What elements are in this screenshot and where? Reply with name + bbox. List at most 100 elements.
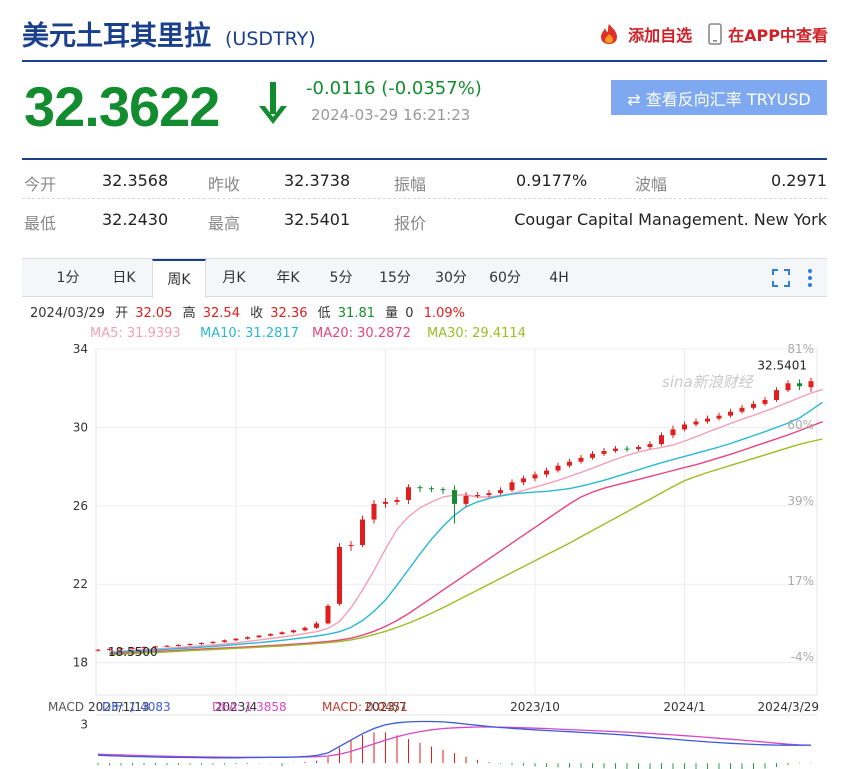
candle-body <box>808 381 814 388</box>
ma10-line <box>109 401 823 654</box>
candle <box>532 471 538 482</box>
candle <box>716 412 722 421</box>
tab-5min[interactable]: 5分 <box>329 270 353 286</box>
tab-1min[interactable]: 1分 <box>56 270 80 286</box>
kline-chart[interactable]: 2024/03/29 开 32.05 高 32.54 收 32.36 低 31.… <box>22 297 827 769</box>
candle <box>256 634 262 638</box>
candle-body <box>153 646 158 648</box>
close-tag: 收 <box>250 306 263 321</box>
tab-4h[interactable]: 4H <box>549 270 569 286</box>
symbol-code: (USDTRY) <box>225 28 316 50</box>
ma20-line <box>109 421 823 655</box>
amplitude-label: 振幅 <box>394 175 427 194</box>
candle <box>302 626 308 632</box>
candle-body <box>256 635 262 638</box>
tab-yearly[interactable]: 年K <box>276 270 300 286</box>
candle <box>555 462 561 473</box>
candle <box>348 541 354 551</box>
axis-labels: 34 30 26 22 18 81% 60% 39% 17% -4% 2023/1/13 2023/4… <box>73 342 819 714</box>
candle-body <box>682 424 687 430</box>
candle <box>210 641 216 644</box>
ohlc-pct: 1.09% <box>424 306 465 321</box>
open-tag: 开 <box>115 306 128 321</box>
candle <box>107 648 112 651</box>
ohlc-low: 31.81 <box>338 306 375 321</box>
tab-15min[interactable]: 15分 <box>379 270 411 286</box>
x-tick-label: 2023/7 <box>364 700 406 714</box>
macd-legend-item: MACD: 0.0451 <box>322 700 408 714</box>
candle <box>739 404 745 414</box>
macd-legend-item: DIF: 1.4083 <box>102 700 171 714</box>
candle-body <box>601 450 607 454</box>
ma-legend: MA5: 31.9393 MA10: 31.2817 MA20: 30.2872… <box>90 326 526 341</box>
candle <box>141 646 147 649</box>
candle-body <box>567 461 572 466</box>
candle <box>417 485 423 493</box>
wave-label: 波幅 <box>635 175 668 194</box>
ohlc-info: 2024/03/29 开 32.05 高 32.54 收 32.36 低 31.… <box>30 305 465 321</box>
candle-body <box>417 487 423 489</box>
candle <box>728 408 733 418</box>
candle <box>693 418 699 427</box>
candle-body <box>291 630 296 633</box>
candle <box>233 637 239 642</box>
stats-row: 今开 32.3568 昨收 32.3738 振幅 0.9177% 波幅 0.29… <box>22 160 827 199</box>
flame-icon <box>601 24 618 44</box>
candle-body <box>107 648 112 650</box>
candle-body <box>486 493 492 496</box>
low-label: 最低 <box>24 214 57 233</box>
candle <box>751 400 756 410</box>
tab-60min[interactable]: 60分 <box>489 270 521 286</box>
add-watchlist-label: 添加自选 <box>628 26 693 45</box>
candle <box>164 645 170 647</box>
reverse-rate-button[interactable]: ⇄ 查看反向汇率 TRYUSD <box>611 80 827 115</box>
candle-body <box>164 645 170 647</box>
high-annotation: 32.5401 <box>757 359 807 373</box>
ohlc-date: 2024/03/29 <box>30 306 105 321</box>
candle <box>371 499 377 524</box>
low-annotation: 18.5500 <box>108 645 158 659</box>
tab-weekly[interactable]: 周K <box>152 259 206 298</box>
candle <box>187 643 193 646</box>
candle <box>440 487 446 495</box>
candle-body <box>613 448 618 451</box>
quote-source-value: Cougar Capital Management. New York <box>514 210 827 229</box>
chart-grid <box>95 348 818 696</box>
view-in-app-button[interactable]: 在APP中查看 <box>708 22 828 46</box>
candle <box>509 479 515 493</box>
candle <box>670 425 676 439</box>
ma20-legend: MA20: 30.2872 <box>312 326 411 341</box>
candle <box>613 446 618 453</box>
candle-body <box>463 496 469 504</box>
candle-body <box>279 632 285 635</box>
y-tick-label: 18 <box>73 656 88 670</box>
candle-body <box>636 447 641 449</box>
candle <box>624 446 630 452</box>
y-tick-label: 34 <box>73 342 88 356</box>
candle-body <box>360 519 365 546</box>
candle <box>486 490 492 498</box>
tab-daily[interactable]: 日K <box>112 270 136 286</box>
fullscreen-icon[interactable] <box>771 268 791 288</box>
tab-30min[interactable]: 30分 <box>435 270 467 286</box>
candle <box>222 639 227 643</box>
add-watchlist-button[interactable]: 添加自选 <box>596 22 692 46</box>
prev-close-value: 32.3738 <box>284 171 351 190</box>
candle <box>774 387 779 402</box>
candle-body <box>797 383 802 387</box>
macd-y-tick: 3 <box>80 718 88 732</box>
candle-body <box>406 487 411 500</box>
candle-body <box>383 501 388 504</box>
down-arrow-icon <box>259 82 287 124</box>
tab-monthly[interactable]: 月K <box>222 270 246 286</box>
ma30-line <box>109 438 823 656</box>
x-tick-label: 2023/10 <box>510 700 560 714</box>
more-icon[interactable] <box>807 268 813 288</box>
title-row: 美元土耳其里拉 (USDTRY) <box>22 14 316 53</box>
watermark: sina新浪财经 <box>662 373 755 391</box>
candle-body <box>647 444 653 448</box>
candle-body <box>268 634 273 636</box>
ohlc-high: 32.54 <box>203 306 240 321</box>
candle-body <box>555 465 561 471</box>
candle <box>406 484 411 504</box>
